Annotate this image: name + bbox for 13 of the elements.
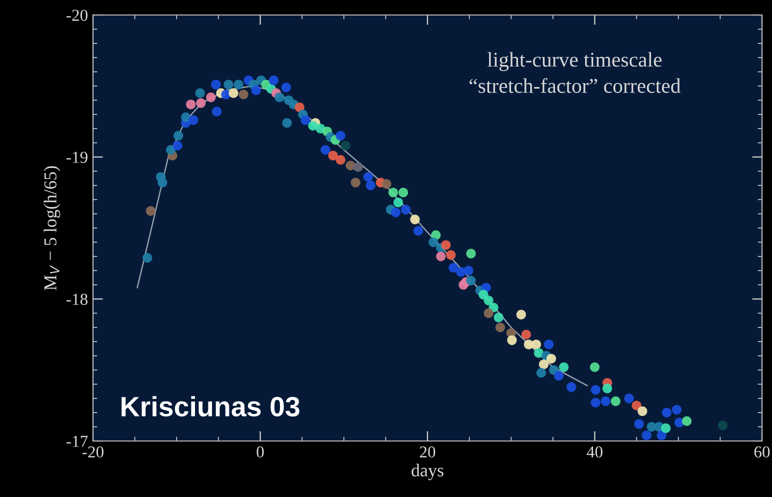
x-tick-label: -20 xyxy=(82,446,104,458)
y-tick-label: -17 xyxy=(66,436,88,447)
x-tick-label: 60 xyxy=(754,446,770,458)
y-tick-label: -18 xyxy=(66,294,88,305)
annotation: light-curve timescale “stretch-factor” corrected xyxy=(470,52,681,93)
x-tick-label: 20 xyxy=(420,446,436,458)
y-tick-label: -20 xyxy=(66,10,88,21)
x-axis-title: days xyxy=(412,464,444,480)
x-tick-label: 0 xyxy=(256,446,264,458)
y-axis-title: M$_{V}$ − 5 log(h/65) xyxy=(44,166,60,290)
y-tick-label: -19 xyxy=(66,152,88,163)
x-tick-label: 40 xyxy=(586,446,602,458)
annotation: Krisciunas 03 xyxy=(122,396,300,417)
